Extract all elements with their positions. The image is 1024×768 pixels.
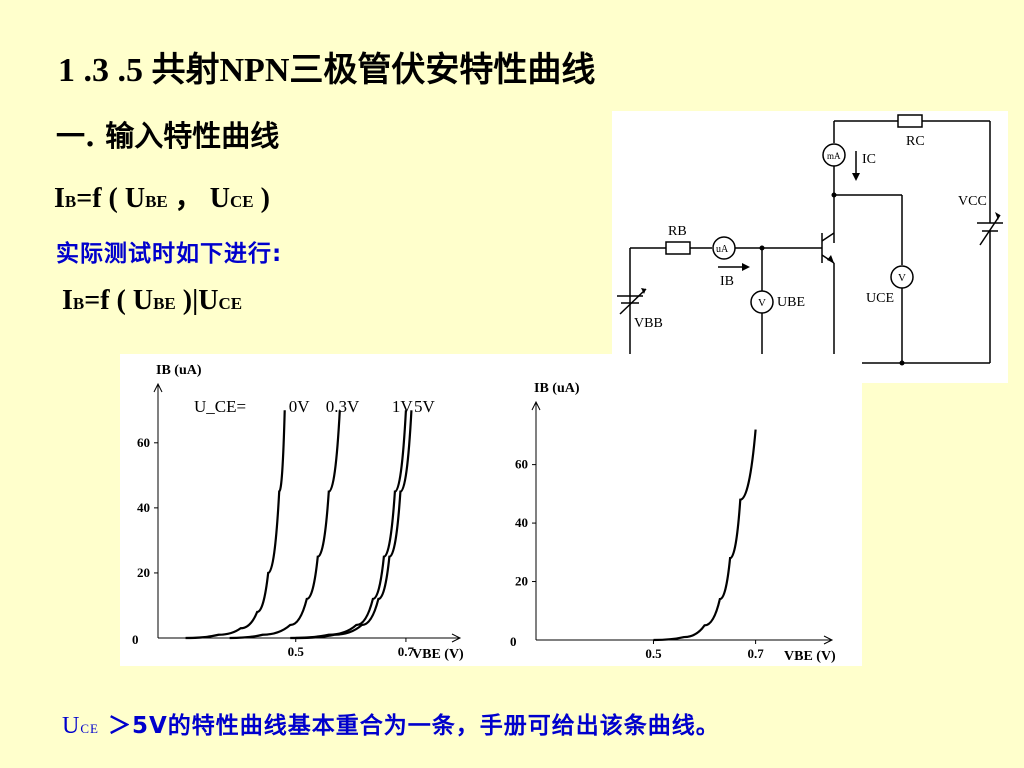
chart2-y-tick-label: 60 [515,457,528,472]
chart1-y-label: IB (uA) [156,363,202,378]
test-note: 实际测试时如下进行: [56,241,283,267]
chart2-y-arrow [531,400,541,411]
label-rb: RB [668,224,687,239]
chart2-x-tick-label: 0.5 [645,646,662,661]
formula-be-subscript: BE [145,192,168,211]
formula-end: ) [253,183,270,214]
label-ube: UBE [777,295,805,310]
footer-text: ＞5V的特性曲线基本重合为一条，手册可给出该条曲线。 [98,713,720,739]
chart1-x-arrow [451,633,462,643]
chart1-series-2-curve [290,410,408,640]
input-characteristic-family-chart: 20 40 60 0.5 0.7 0 IB (uA) VBE (V) U_CE= 0V 0.3V 1V… [120,354,512,666]
formula2-end: )|U [175,285,219,316]
chart-2-svg: 20 40 60 0.5 0.7 0 IB (uA) VBE (V) [510,381,836,664]
chart1-legend-0: 0V [289,397,311,416]
footer-note: UCE ＞5V的特性曲线基本重合为一条，手册可给出该条曲线。 [62,706,720,740]
formula2-ce-subscript: CE [218,294,243,313]
formula-mid: ， U [167,183,230,214]
chart1-legend-3: 5V [414,397,436,416]
label-v-uce: V [898,272,906,284]
formula-ib-subscript: B [64,192,77,211]
chart-1-svg: 20 40 60 0.5 0.7 0 IB (uA) VBE (V) U_CE= 0V 0.3V 1V… [132,363,464,662]
chart1-y-arrow [153,382,163,393]
label-vbb: VBB [634,316,663,331]
chart2-x-arrow [823,635,834,645]
test-circuit-diagram: RC IC mA VCC RB uA IB UBE UCE VBB V V [612,111,1008,383]
chart1-legend-prefix: U_CE= [194,397,246,416]
label-ib: IB [720,274,734,289]
label-ma: mA [827,151,841,161]
chart1-legend-2: 1V [392,397,414,416]
formula2-ib-symbol: I [62,285,73,316]
label-uce: UCE [866,291,894,306]
chart1-origin-label: 0 [132,632,139,647]
label-ic: IC [862,152,876,167]
chart1-y-tick-label: 40 [137,500,150,515]
formula2-eq: =f ( U [84,285,154,316]
chart1-y-tick-label: 20 [137,565,150,580]
chart1-series-0-curve [185,410,286,640]
chart2-y-tick-label: 20 [515,574,528,589]
formula-ib-symbol: I [54,183,65,214]
chart2-y-label: IB (uA) [534,381,580,396]
label-ua: uA [716,244,729,255]
page-title: 1 .3 .5 共射NPN三极管伏安特性曲线 [58,52,596,89]
chart1-series-3-curve [295,410,413,640]
chart1-legend-1: 0.3V [326,397,360,416]
chart1-x-tick-label: 0.7 [398,644,415,659]
section-subtitle: 一. 输入特性曲线 [56,119,280,153]
formula2-ib-subscript: B [72,294,85,313]
formula2-be-subscript: BE [153,294,176,313]
chart2-x-label: VBE (V) [784,649,836,664]
chart1-series-1-curve [229,410,341,640]
formula-ce-subscript: CE [230,192,254,211]
chart2-series-0-curve [653,429,757,642]
input-characteristic-single-chart: 20 40 60 0.5 0.7 0 IB (uA) VBE (V) [492,354,862,666]
formula-eq: =f ( U [76,183,146,214]
label-vcc: VCC [958,194,987,209]
chart2-y-tick-label: 40 [515,515,528,530]
chart1-x-tick-label: 0.5 [288,644,305,659]
footer-u-symbol: UCE [62,713,99,739]
formula-ib-ube-uce: IB=f ( UBE ， UCE ) [54,176,270,216]
label-v-ube: V [758,297,766,309]
chart2-origin-label: 0 [510,634,517,649]
chart1-x-label: VBE (V) [412,647,464,662]
chart1-y-tick-label: 60 [137,435,150,450]
chart2-x-tick-label: 0.7 [747,646,764,661]
formula-ib-ube-given-uce: IB=f ( UBE )|UCE [62,285,242,317]
label-rc: RC [906,134,925,149]
circuit-svg: RC IC mA VCC RB uA IB UBE UCE VBB V V [617,114,1003,380]
